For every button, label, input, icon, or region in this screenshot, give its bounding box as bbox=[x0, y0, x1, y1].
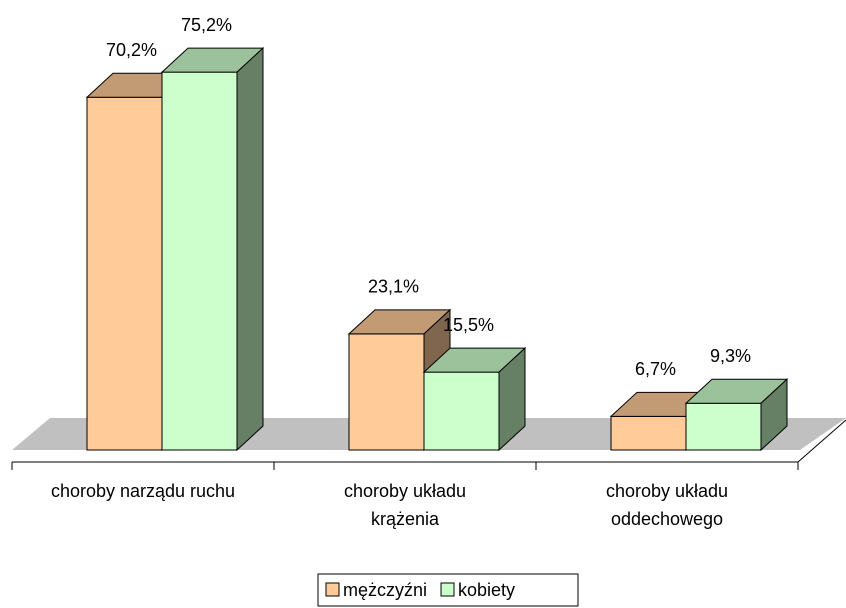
bar-side bbox=[760, 378, 788, 452]
bar bbox=[685, 402, 762, 451]
bar bbox=[348, 333, 425, 451]
legend-label: mężczyźni bbox=[343, 580, 427, 600]
value-label: 75,2% bbox=[181, 15, 232, 35]
value-label: 6,7% bbox=[635, 359, 676, 379]
x-tick-label: choroby układu krążenia bbox=[344, 481, 466, 529]
legend-swatch bbox=[325, 582, 340, 597]
bar bbox=[610, 415, 687, 451]
value-label: 23,1% bbox=[368, 277, 419, 297]
legend-swatch bbox=[440, 582, 455, 597]
bar-side bbox=[498, 346, 526, 452]
bar-side bbox=[236, 46, 264, 452]
value-label: 9,3% bbox=[710, 346, 751, 366]
value-label: 70,2% bbox=[106, 40, 157, 60]
axis-depth bbox=[797, 419, 846, 463]
x-tick-label: choroby narządu ruchu bbox=[51, 481, 235, 501]
bar bbox=[161, 71, 238, 451]
bar bbox=[423, 371, 500, 451]
bar bbox=[86, 96, 163, 451]
legend-label: kobiety bbox=[458, 580, 515, 600]
x-tick-label: choroby układu oddechowego bbox=[606, 481, 728, 529]
value-label: 15,5% bbox=[443, 315, 494, 335]
